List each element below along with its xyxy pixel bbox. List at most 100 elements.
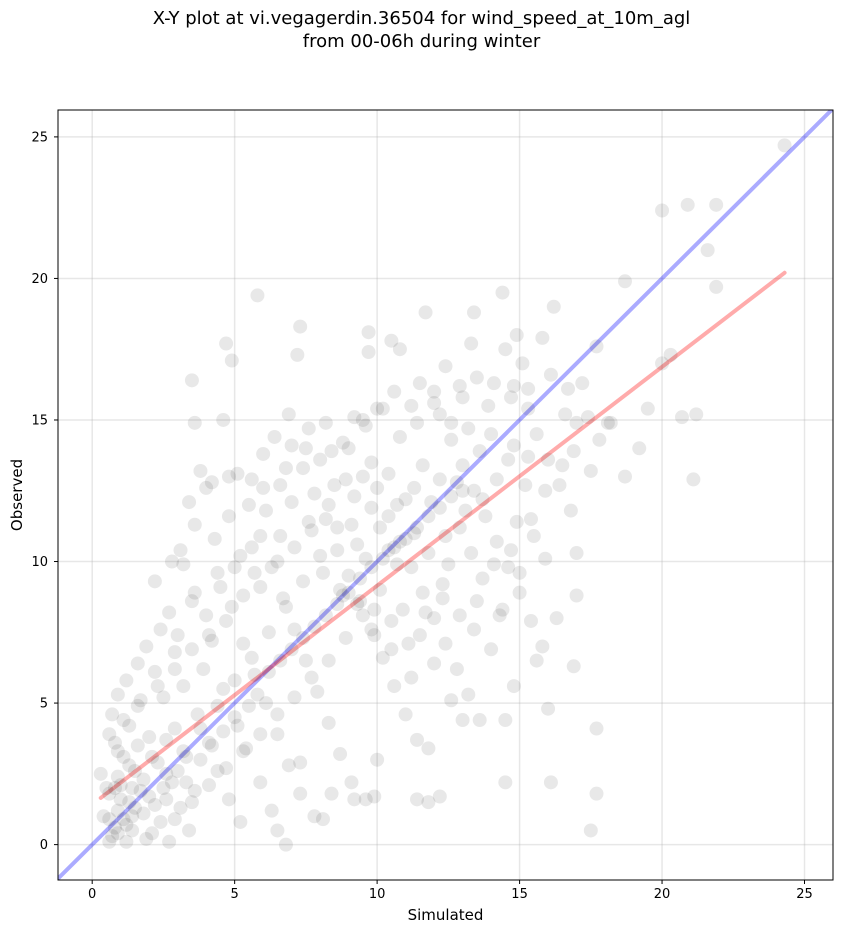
- scatter-point: [546, 299, 561, 314]
- scatter-point: [102, 812, 117, 827]
- scatter-point: [526, 529, 541, 544]
- scatter-point: [384, 642, 399, 657]
- scatter-point: [335, 588, 350, 603]
- scatter-point: [173, 543, 188, 558]
- scatter-point: [221, 469, 236, 484]
- scatter-point: [353, 594, 368, 609]
- scatter-point: [167, 645, 182, 660]
- scatter-point: [219, 761, 234, 776]
- scatter-point: [632, 441, 647, 456]
- scatter-point: [184, 594, 199, 609]
- scatter-point: [281, 407, 296, 422]
- scatter-point: [444, 432, 459, 447]
- scatter-point: [432, 789, 447, 804]
- scatter-point: [498, 342, 513, 357]
- scatter-point: [364, 622, 379, 637]
- scatter-point: [461, 687, 476, 702]
- scatter-point: [435, 577, 450, 592]
- scatter-point: [355, 469, 370, 484]
- scatter-point: [315, 812, 330, 827]
- scatter-point: [600, 415, 615, 430]
- scatter-point: [489, 472, 504, 487]
- scatter-point: [512, 585, 527, 600]
- scatter-point: [304, 523, 319, 538]
- scatter-point: [122, 795, 137, 810]
- scatter-point: [187, 585, 202, 600]
- scatter-point: [258, 696, 273, 711]
- scatter-point: [427, 384, 442, 399]
- scatter-point: [187, 415, 202, 430]
- scatter-point: [330, 520, 345, 535]
- scatter-point: [506, 679, 521, 694]
- scatter-point: [324, 444, 339, 459]
- scatter-point: [270, 823, 285, 838]
- scatter-point: [284, 495, 299, 510]
- scatter-point: [486, 376, 501, 391]
- scatter-point: [461, 421, 476, 436]
- scatter-point: [521, 401, 536, 416]
- scatter-point: [358, 551, 373, 566]
- scatter-point: [159, 792, 174, 807]
- scatter-point: [327, 478, 342, 493]
- scatter-point: [398, 531, 413, 546]
- scatter-point: [432, 500, 447, 515]
- scatter-point: [236, 744, 251, 759]
- chart-title: X-Y plot at vi.vegagerdin.36504 for wind…: [152, 8, 691, 29]
- scatter-point: [176, 679, 191, 694]
- scatter-point: [102, 727, 117, 742]
- scatter-point: [469, 594, 484, 609]
- scatter-point: [170, 628, 185, 643]
- scatter-point: [113, 778, 128, 793]
- scatter-point: [504, 390, 519, 405]
- scatter-point: [145, 826, 160, 841]
- scatter-point: [127, 764, 142, 779]
- scatter-point: [452, 520, 467, 535]
- identity-line: [58, 110, 833, 880]
- scatter-point: [227, 560, 242, 575]
- scatter-point: [293, 786, 308, 801]
- scatter-point: [466, 305, 481, 320]
- scatter-point: [404, 670, 419, 685]
- y-tick-label: 25: [31, 130, 48, 145]
- scatter-point: [541, 452, 556, 467]
- scatter-point: [410, 792, 425, 807]
- scatter-point: [150, 755, 165, 770]
- scatter-point: [618, 274, 633, 289]
- scatter-point: [407, 526, 422, 541]
- scatter-point: [341, 441, 356, 456]
- scatter-point: [173, 800, 188, 815]
- scatter-point: [506, 379, 521, 394]
- scatter-point: [321, 653, 336, 668]
- scatter-point: [147, 664, 162, 679]
- scatter-point: [216, 681, 231, 696]
- scatter-point: [116, 749, 131, 764]
- scatter-point: [253, 529, 268, 544]
- scatter-point: [256, 480, 271, 495]
- scatter-point: [116, 713, 131, 728]
- scatter-point: [182, 495, 197, 510]
- scatter-point: [93, 766, 108, 781]
- scatter-point: [127, 800, 142, 815]
- scatter-point: [207, 531, 222, 546]
- scatter-point: [244, 650, 259, 665]
- scatter-point: [122, 758, 137, 773]
- scatter-point: [395, 602, 410, 617]
- scatter-point: [404, 560, 419, 575]
- scatter-point: [119, 817, 134, 832]
- scatter-point: [298, 441, 313, 456]
- scatter-point: [278, 599, 293, 614]
- scatter-point: [478, 509, 493, 524]
- scatter-point: [689, 407, 704, 422]
- scatter-point: [110, 826, 125, 841]
- scatter-point: [136, 806, 151, 821]
- scatter-point: [398, 707, 413, 722]
- scatter-point: [350, 596, 365, 611]
- scatter-point: [162, 834, 177, 849]
- scatter-point: [307, 809, 322, 824]
- axes-frame: [57, 109, 834, 881]
- scatter-point: [273, 529, 288, 544]
- scatter-point: [495, 602, 510, 617]
- scatter-point: [284, 438, 299, 453]
- scatter-point: [213, 580, 228, 595]
- scatter-point: [125, 823, 140, 838]
